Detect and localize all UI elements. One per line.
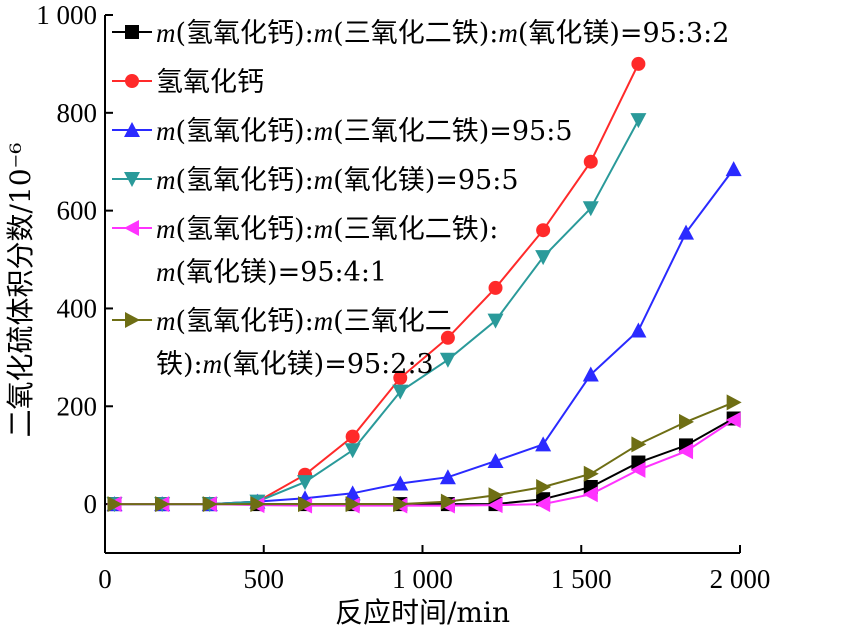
series-6-point (536, 478, 552, 495)
series-4-point (439, 352, 456, 368)
series-4-point (344, 443, 361, 459)
legend-label: 氢氧化钙 (156, 67, 264, 98)
y-tick-label: 0 (84, 489, 98, 519)
series-6-point (202, 496, 218, 513)
series-6-point (155, 496, 171, 513)
series-1 (107, 411, 741, 512)
series-5-point (725, 411, 741, 428)
y-tick-label: 400 (57, 293, 98, 323)
series-5-point (582, 486, 598, 503)
series-3-point (535, 436, 552, 452)
legend-swatch-marker (124, 122, 140, 137)
x-tick-label: 1 500 (551, 564, 612, 594)
legend-label: m(氢氧化钙):m(三氧化二铁): (156, 214, 498, 245)
legend-label: 铁):m(氧化镁)=95:2:3 (156, 349, 434, 380)
legend-label: m(氧化镁)=95:4:1 (156, 257, 387, 288)
series-6-point (440, 493, 456, 510)
y-axis-title: 二氧化硫体积分数/10⁻⁶ (4, 142, 37, 437)
series-3-point (344, 485, 361, 501)
series-6-point (345, 496, 361, 513)
x-tick-label: 1 000 (392, 564, 453, 594)
series-6-point (298, 496, 314, 513)
series-5-point (535, 496, 551, 513)
legend-swatch-marker (125, 25, 139, 39)
series-2-point (631, 56, 646, 71)
series-2-point (583, 154, 598, 169)
series-6-point (250, 496, 266, 513)
series-4-point (487, 313, 504, 329)
series-2-point (488, 280, 503, 295)
series-4-point (297, 475, 314, 491)
series-3-point (630, 322, 647, 338)
series-2-point (345, 429, 360, 444)
x-tick-label: 2 000 (710, 564, 771, 594)
y-tick-label: 200 (57, 391, 98, 421)
series-6-point (726, 394, 742, 411)
legend-entry-1: m(氢氧化钙):m(三氧化二铁):m(氧化镁)=95:3:2 (112, 18, 729, 49)
legend-entry-6: m(氢氧化钙):m(三氧化二铁):m(氧化镁)=95:2:3 (112, 306, 452, 380)
x-axis-title: 反应时间/min (335, 596, 510, 629)
x-tick-label: 0 (98, 564, 112, 594)
x-tick-label: 500 (244, 564, 285, 594)
legend-label: m(氢氧化钙):m(三氧化二铁):m(氧化镁)=95:3:2 (156, 18, 729, 49)
series-2-point (393, 370, 408, 385)
legend-entry-4: m(氢氧化钙):m(氧化镁)=95:5 (112, 165, 519, 196)
series-6-point (583, 465, 599, 482)
series-4-point (392, 384, 409, 400)
series-2-point (440, 330, 455, 345)
series-3-point (725, 161, 742, 177)
series-5 (106, 411, 741, 514)
series-3-point (582, 366, 599, 382)
series-4-point (535, 250, 552, 266)
series-5-point (487, 497, 503, 514)
series-4-point (630, 113, 647, 129)
series-5-point (630, 461, 646, 478)
series-4-point (582, 201, 599, 217)
series-3-point (487, 453, 504, 469)
series-layer (106, 56, 742, 514)
series-6-line (114, 401, 734, 506)
legend-entry-5: m(氢氧化钙):m(三氧化二铁): m(氧化镁)=95:4:1 (112, 214, 498, 288)
series-6 (107, 394, 742, 513)
legend: m(氢氧化钙):m(三氧化二铁):m(氧化镁)=95:3:2 氢氧化钙 m(氢氧化钙… (112, 18, 729, 380)
legend-swatch-marker (125, 312, 140, 328)
series-2-point (536, 223, 551, 238)
series-3-point (392, 475, 409, 491)
legend-swatch-marker (124, 220, 139, 236)
series-6-point (679, 413, 695, 430)
legend-label: m(氢氧化钙):m(氧化镁)=95:5 (156, 165, 519, 196)
y-tick-label: 800 (57, 98, 98, 128)
legend-entry-3: m(氢氧化钙):m(三氧化二铁)=95:5 (112, 116, 573, 147)
y-tick-label: 1 000 (36, 0, 97, 30)
y-tick-label: 600 (57, 196, 98, 226)
series-3-point (439, 469, 456, 485)
series-6-point (631, 436, 647, 453)
legend-entry-2: 氢氧化钙 (112, 67, 264, 98)
legend-swatch-marker (125, 74, 139, 88)
series-3-point (678, 224, 695, 240)
series-5-point (678, 443, 694, 460)
legend-label: m(氢氧化钙):m(三氧化二 (156, 306, 452, 337)
series-6-point (393, 496, 409, 513)
legend-swatch-marker (124, 172, 140, 187)
legend-label: m(氢氧化钙):m(三氧化二铁)=95:5 (156, 116, 573, 147)
series-6-point (107, 496, 123, 513)
series-6-point (488, 487, 504, 504)
ticks: 0 500 1 000 1 500 2 000 0 200 400 600 800 1 000 (36, 0, 770, 594)
